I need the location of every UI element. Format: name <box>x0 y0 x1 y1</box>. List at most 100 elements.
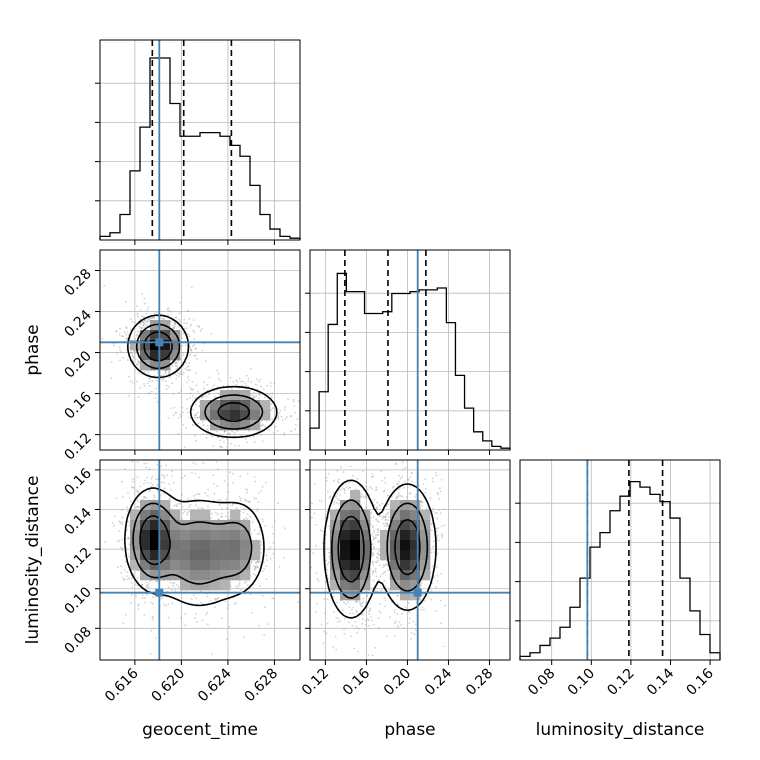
sample-point <box>153 496 156 499</box>
sample-point <box>359 603 362 605</box>
sample-point <box>192 461 195 464</box>
sample-point <box>238 495 241 498</box>
sample-point <box>235 602 237 604</box>
sample-point <box>198 325 201 328</box>
sample-point <box>294 412 297 414</box>
sample-point <box>174 364 177 367</box>
sample-point <box>384 515 387 518</box>
sample-point <box>376 553 379 555</box>
sample-point <box>351 608 353 611</box>
sample-point <box>281 419 284 422</box>
sample-point <box>236 430 239 432</box>
sample-point <box>371 572 374 575</box>
sample-point <box>258 532 261 535</box>
sample-point <box>382 515 385 518</box>
sample-point <box>137 505 140 508</box>
sample-point <box>367 654 370 656</box>
sample-point <box>338 620 341 622</box>
sample-point <box>374 534 377 536</box>
panel-frame <box>99 459 301 661</box>
sample-point <box>440 572 442 575</box>
sample-point <box>383 525 386 527</box>
sample-point <box>267 623 270 625</box>
density-cell <box>350 560 361 571</box>
sample-point <box>342 487 344 490</box>
sample-point <box>347 487 350 490</box>
sample-point <box>347 621 350 624</box>
sample-point <box>357 627 360 630</box>
sample-point <box>130 486 133 488</box>
sample-point <box>121 538 123 541</box>
sample-point <box>227 515 230 518</box>
contour-phase_luminosity_distance-1 <box>331 499 429 599</box>
sample-point <box>119 546 122 549</box>
sample-point <box>147 382 149 385</box>
sample-point <box>372 475 375 478</box>
sample-point <box>198 405 201 408</box>
sample-point <box>347 600 349 603</box>
sample-point <box>366 618 369 621</box>
sample-point <box>283 556 286 559</box>
sample-point <box>210 599 212 602</box>
sample-point <box>375 519 378 521</box>
density-cell <box>150 330 161 341</box>
sample-point <box>121 549 124 551</box>
sample-point <box>424 600 427 602</box>
density-cell <box>230 560 241 571</box>
density-cell <box>400 500 411 511</box>
sample-point <box>196 324 199 327</box>
sample-point <box>322 642 325 645</box>
sample-point <box>384 605 386 608</box>
sample-point <box>255 497 257 500</box>
sample-point <box>371 560 374 563</box>
truth-marker-phase_luminosity_distance <box>413 588 422 597</box>
sample-point <box>239 588 242 591</box>
sample-point <box>148 585 151 588</box>
density-cell <box>340 570 351 581</box>
sample-point <box>186 408 188 410</box>
sample-point <box>311 516 313 519</box>
sample-point <box>190 598 193 600</box>
sample-point <box>247 380 250 383</box>
sample-point <box>128 543 131 546</box>
sample-point <box>194 347 197 350</box>
sample-point <box>366 606 369 609</box>
sample-point <box>151 475 154 478</box>
sample-point <box>242 518 245 520</box>
sample-point <box>337 478 340 480</box>
sample-point <box>131 594 133 596</box>
sample-point <box>145 581 148 584</box>
sample-point <box>121 496 124 498</box>
sample-point <box>374 569 377 572</box>
sample-point <box>175 377 178 380</box>
sample-point <box>375 508 378 511</box>
sample-point <box>437 493 440 496</box>
density-cell <box>410 510 421 521</box>
sample-point <box>262 388 265 391</box>
density-cell <box>160 350 171 361</box>
sample-point <box>196 416 198 419</box>
density-cell <box>170 510 181 521</box>
sample-point <box>179 320 181 323</box>
sample-point <box>327 561 330 564</box>
sample-point <box>172 481 175 484</box>
sample-point <box>343 633 346 635</box>
sample-point <box>201 433 204 436</box>
sample-point <box>194 403 197 405</box>
density-cell <box>410 580 421 591</box>
sample-point <box>362 597 365 600</box>
sample-point <box>125 613 127 616</box>
sample-point <box>227 604 230 607</box>
sample-point <box>344 489 346 492</box>
sample-point <box>169 581 172 584</box>
sample-point <box>355 610 358 612</box>
sample-point <box>130 328 132 331</box>
sample-point <box>287 398 289 400</box>
sample-point <box>280 416 283 418</box>
sample-point <box>214 606 216 608</box>
sample-point <box>186 376 189 379</box>
sample-point <box>119 359 121 362</box>
density-cell <box>140 350 151 361</box>
sample-point <box>409 476 412 479</box>
sample-point <box>194 498 196 501</box>
